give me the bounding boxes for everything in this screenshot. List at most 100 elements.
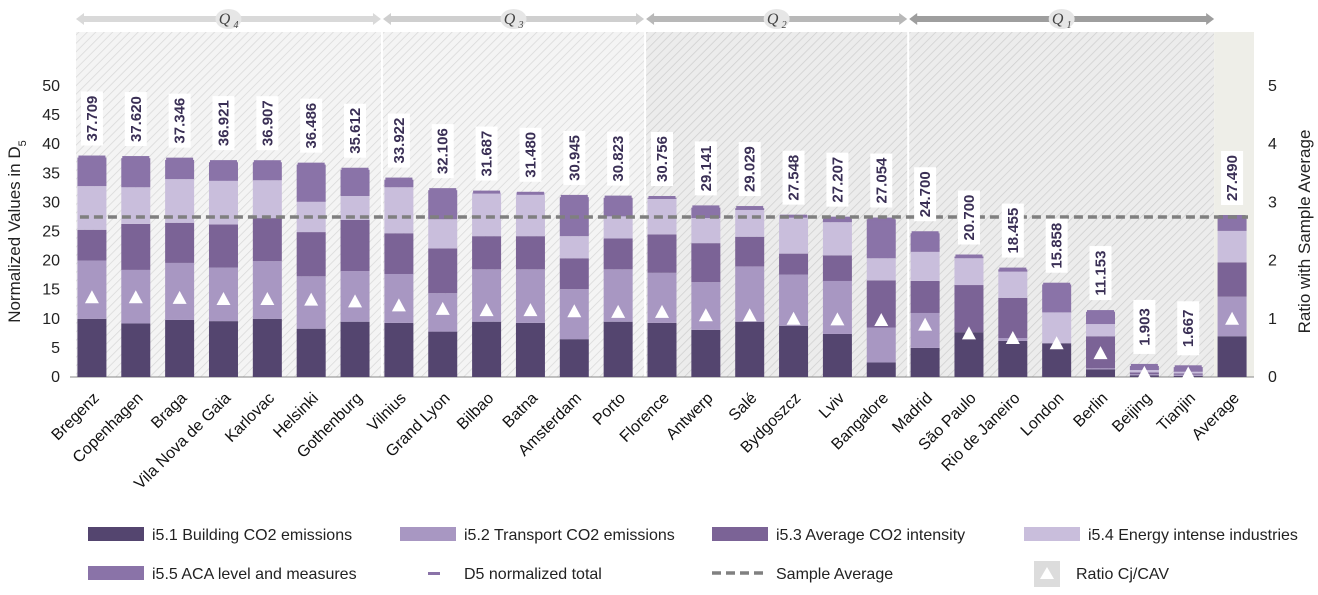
bar-segment	[1217, 230, 1247, 263]
ratio-marker	[523, 303, 538, 317]
bar-total-cap	[560, 194, 588, 198]
total-label-group: 36.486	[300, 98, 323, 153]
bar-segment	[472, 192, 502, 237]
bar-segment	[559, 236, 589, 259]
total-label-box	[519, 127, 542, 182]
bar-segment	[296, 328, 326, 377]
legend-item: Sample Average	[712, 566, 893, 583]
bar-total-cap	[911, 231, 939, 235]
total-label-group: 18.455	[1001, 203, 1024, 258]
bar-segment	[121, 223, 151, 270]
total-label-group: 32.106	[431, 124, 454, 179]
total-label: 27.207	[829, 157, 846, 203]
total-label: 11.153	[1093, 251, 1110, 296]
total-label-box	[651, 132, 673, 187]
total-label: 37.620	[128, 96, 145, 142]
y-tick-label: 20	[42, 253, 60, 270]
quartile-sub-2: 3	[518, 20, 524, 31]
total-label-group: 37.346	[168, 93, 191, 148]
quartile-arrow-left-3	[646, 13, 655, 25]
total-label-group: 30.823	[607, 131, 630, 186]
legend-label: i5.3 Average CO2 intensity	[776, 527, 965, 544]
ratio-marker	[216, 292, 231, 306]
bar-total-cap	[648, 196, 676, 200]
total-label-group: 24.700	[914, 167, 937, 222]
legend-swatch	[400, 527, 456, 541]
bar-segment	[428, 248, 458, 294]
quartile-label-3: Q	[767, 11, 779, 28]
bar-stack	[822, 216, 852, 377]
ratio-marker	[1137, 365, 1152, 379]
bar-segment	[1086, 311, 1116, 325]
bar-segment	[691, 282, 721, 330]
total-label: 30.945	[566, 135, 583, 181]
total-label-group: 30.945	[563, 130, 586, 185]
total-label-group: 30.756	[651, 132, 673, 187]
total-label-group: 27.548	[782, 150, 805, 205]
total-label: 29.141	[698, 145, 715, 191]
ratio-marker	[698, 308, 713, 322]
y2-tick-label: 3	[1268, 194, 1277, 211]
bar-total-cap	[999, 267, 1027, 271]
total-label-group: 1.903	[1133, 299, 1156, 354]
legend-item: i5.4 Energy intense industries	[1024, 527, 1298, 544]
quartile-badge-1	[215, 9, 242, 29]
bar-segment	[910, 251, 940, 281]
total-label: 1.903	[1136, 308, 1153, 346]
bar-segment	[910, 347, 940, 377]
ratio-marker	[918, 317, 933, 331]
ratio-marker	[348, 294, 363, 308]
bar-total-cap	[780, 214, 808, 218]
bar-segment	[1217, 262, 1247, 297]
total-labels: 37.709 37.620 37.346 36.921 36.907 36.486 35.6…	[80, 91, 1244, 356]
ratio-marker	[172, 290, 187, 304]
quartile-label-1: Q	[219, 11, 231, 28]
bar-segment	[340, 195, 370, 220]
bar-total-cap	[166, 157, 194, 161]
legend-item: D5 normalized total	[428, 566, 602, 583]
bar-total-cap	[736, 206, 764, 210]
bar-segment	[165, 159, 195, 180]
bar-segment	[208, 162, 238, 181]
bar-segment	[77, 318, 107, 377]
bar-segment	[340, 321, 370, 377]
total-label-group: 1.667	[1177, 301, 1200, 356]
category-label: Braga	[148, 390, 190, 432]
bar-total-cap	[429, 188, 457, 192]
bar-segment	[866, 362, 896, 377]
y2-tick-label: 2	[1268, 253, 1277, 270]
bar-stack	[121, 156, 151, 377]
bar-segment	[515, 236, 545, 270]
bar-segment	[822, 222, 852, 256]
quartile-label-2: Q	[504, 11, 516, 28]
total-label-box	[1133, 299, 1156, 354]
legend-label: i5.1 Building CO2 emissions	[152, 527, 352, 544]
ratio-marker	[830, 312, 845, 326]
total-label: 30.823	[610, 136, 627, 182]
total-label-group: 27.054	[870, 153, 893, 208]
total-label-box	[1089, 246, 1112, 301]
total-label-box	[300, 98, 323, 153]
bar-segment	[252, 162, 282, 181]
legend-label: Sample Average	[776, 566, 893, 583]
bar-segment	[735, 321, 765, 377]
total-label-group: 31.687	[475, 126, 498, 181]
ratio-marker	[874, 312, 889, 326]
bar-segment	[208, 224, 238, 268]
total-label-box	[870, 153, 893, 208]
bar-segment	[77, 260, 107, 319]
total-label-group: 36.921	[212, 96, 235, 151]
bar-segment	[603, 197, 633, 217]
legend-swatch	[88, 527, 144, 541]
total-label: 33.922	[391, 118, 408, 164]
bar-total-cap	[516, 191, 544, 195]
bar-stack	[296, 162, 326, 377]
quartile-label-4: Q	[1052, 11, 1064, 28]
legend-label: i5.5 ACA level and measures	[152, 566, 357, 583]
ratio-marker	[742, 308, 757, 322]
total-label: 37.346	[172, 98, 189, 144]
quartile-arrow-left-1	[76, 13, 84, 25]
quartile-band-3	[646, 32, 908, 377]
category-label: Bilbao	[454, 390, 498, 434]
legend-triangle	[1040, 567, 1054, 579]
